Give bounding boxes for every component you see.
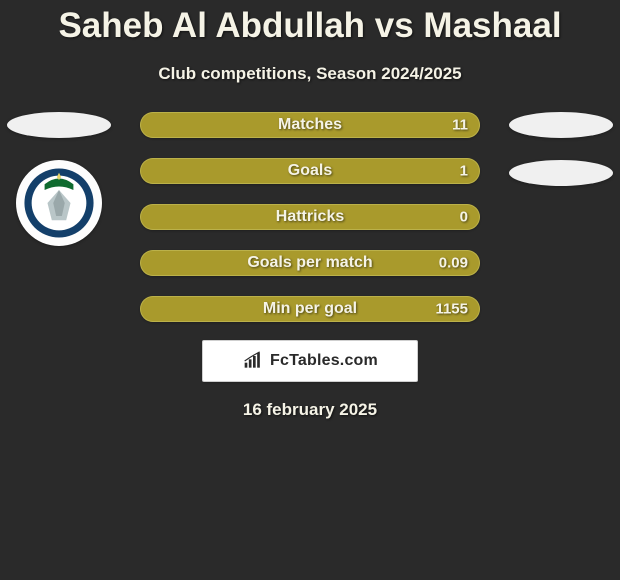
stat-row-min-per-goal: Min per goal 1155 xyxy=(140,296,480,322)
bar-chart-icon xyxy=(242,351,264,371)
stat-value: 0 xyxy=(460,209,468,226)
right-player-placeholder-2 xyxy=(509,160,613,186)
stat-value: 0.09 xyxy=(439,255,468,272)
page-title: Saheb Al Abdullah vs Mashaal xyxy=(58,6,561,46)
stat-row-matches: Matches 11 xyxy=(140,112,480,138)
stat-value: 1 xyxy=(460,163,468,180)
branding-badge: FcTables.com xyxy=(202,340,418,382)
page-subtitle: Club competitions, Season 2024/2025 xyxy=(158,64,461,84)
comparison-card: Saheb Al Abdullah vs Mashaal Club compet… xyxy=(0,0,620,580)
stat-row-goals: Goals 1 xyxy=(140,158,480,184)
stat-label: Matches xyxy=(278,116,342,134)
right-avatar-stack xyxy=(506,112,616,186)
stat-value: 11 xyxy=(452,117,468,134)
stat-label: Goals per match xyxy=(247,254,372,272)
branding-text: FcTables.com xyxy=(270,352,378,370)
left-club-badge xyxy=(16,160,102,246)
content-area: Matches 11 Goals 1 Hattricks 0 Goals per… xyxy=(0,112,620,322)
stat-label: Min per goal xyxy=(263,300,357,318)
stats-list: Matches 11 Goals 1 Hattricks 0 Goals per… xyxy=(140,112,480,322)
left-player-placeholder xyxy=(7,112,111,138)
club-badge-icon xyxy=(23,167,95,239)
right-player-placeholder-1 xyxy=(509,112,613,138)
footer-date: 16 february 2025 xyxy=(243,400,377,420)
stat-row-hattricks: Hattricks 0 xyxy=(140,204,480,230)
stat-row-goals-per-match: Goals per match 0.09 xyxy=(140,250,480,276)
stat-label: Hattricks xyxy=(276,208,344,226)
stat-label: Goals xyxy=(288,162,332,180)
left-avatar-stack xyxy=(4,112,114,246)
stat-value: 1155 xyxy=(435,301,468,318)
